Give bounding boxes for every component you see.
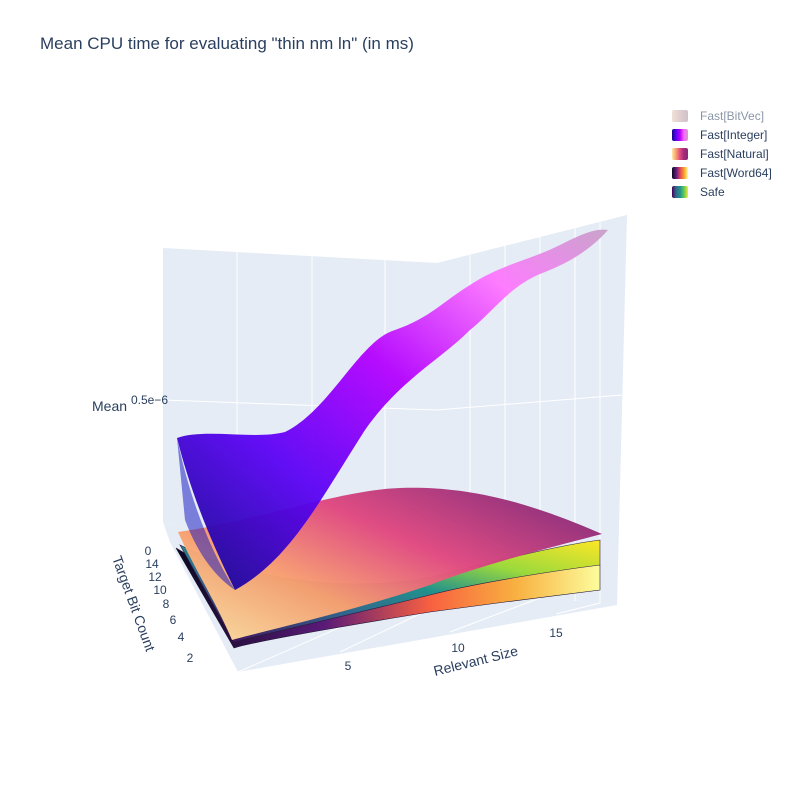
legend-label: Fast[BitVec]	[700, 108, 765, 123]
x-tick-label-10: 10	[451, 641, 465, 655]
legend-item-fast-bitvec[interactable]: Fast[BitVec]	[672, 106, 772, 125]
y-tick-label-2: 2	[187, 651, 194, 665]
x-axis-title: Relevant Size	[432, 642, 520, 678]
legend-swatch	[672, 185, 688, 198]
y-tick-label-10: 10	[153, 583, 167, 597]
z-axis-title: Mean	[92, 398, 127, 414]
y-tick-label-6: 6	[170, 613, 177, 627]
legend-label: Fast[Natural]	[700, 146, 769, 161]
legend-item-fast-natural[interactable]: Fast[Natural]	[672, 144, 772, 163]
legend-label: Fast[Word64]	[700, 165, 772, 180]
legend-swatch	[672, 109, 688, 122]
y-tick-label-12: 12	[148, 570, 162, 584]
legend-item-safe[interactable]: Safe	[672, 182, 772, 201]
x-tick-label-5: 5	[345, 659, 352, 673]
surface-fast-integer-shadow	[177, 438, 235, 590]
legend-swatch	[672, 128, 688, 141]
y-tick-label-14: 14	[145, 557, 159, 571]
surface-fast-integer[interactable]	[177, 229, 608, 590]
x-tick-label-15: 15	[549, 626, 563, 640]
y-tick-label-4: 4	[178, 630, 185, 644]
legend-label: Safe	[700, 184, 725, 199]
legend-swatch	[672, 166, 688, 179]
legend: Fast[BitVec] Fast[Integer] Fast[Natural] Fa…	[672, 106, 772, 201]
legend-label: Fast[Integer]	[700, 127, 768, 142]
z-tick-label: 0.5e−6	[131, 393, 168, 407]
y-tick-label-0: 0	[145, 544, 152, 558]
chart-title: Mean CPU time for evaluating "thin nm ln…	[40, 34, 414, 53]
legend-item-fast-integer[interactable]: Fast[Integer]	[672, 125, 772, 144]
legend-item-fast-word64[interactable]: Fast[Word64]	[672, 163, 772, 182]
legend-swatch	[672, 147, 688, 160]
y-tick-label-8: 8	[163, 597, 170, 611]
